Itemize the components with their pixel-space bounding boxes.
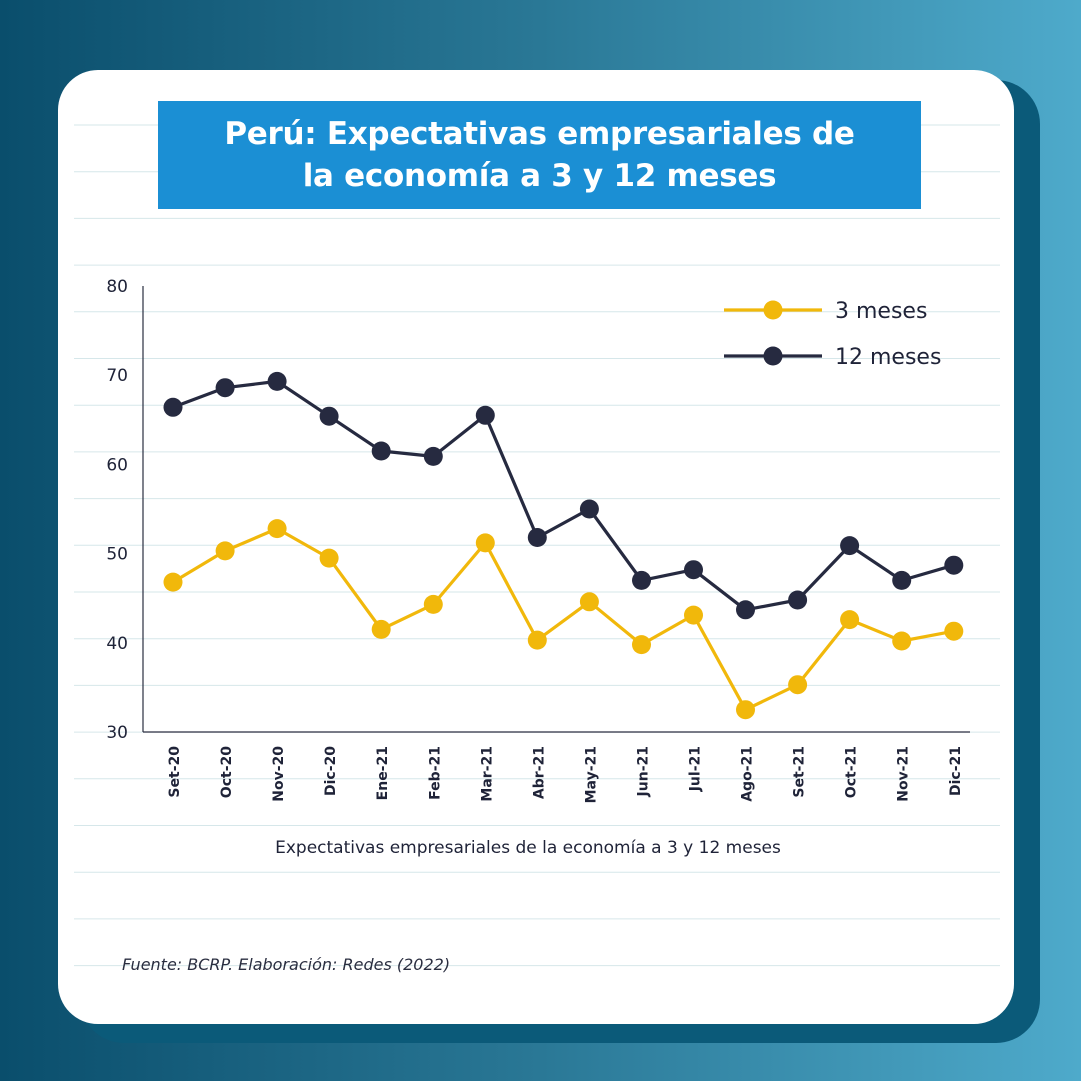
legend-marker xyxy=(763,300,783,320)
data-point xyxy=(840,536,860,556)
x-tick-label: May-21 xyxy=(583,746,599,803)
data-point xyxy=(475,533,495,553)
series-line xyxy=(172,379,955,612)
line-chart: 30 40 50 60 70 80 Set-20 Oct-20 Nov-20 Dic-20 Ene-… xyxy=(106,277,970,803)
data-point xyxy=(163,397,183,417)
data-point xyxy=(319,406,339,426)
x-tick-label: Set-20 xyxy=(167,746,183,798)
data-point xyxy=(892,570,912,590)
source-note: Fuente: BCRP. Elaboración: Redes (2022) xyxy=(122,955,451,974)
data-point xyxy=(371,619,391,639)
x-tick-label: Feb-21 xyxy=(427,746,443,800)
data-point xyxy=(788,675,808,695)
data-point xyxy=(319,548,339,568)
x-tick-label: Oct-21 xyxy=(844,746,860,798)
data-point xyxy=(527,528,547,547)
data-point xyxy=(736,600,755,620)
data-point xyxy=(215,541,235,561)
data-point xyxy=(840,610,860,630)
x-tick-label: Abr-21 xyxy=(531,746,547,799)
x-tick-label: Dic-20 xyxy=(323,746,339,796)
data-point xyxy=(736,700,755,720)
data-point xyxy=(475,405,495,425)
title-line-1: Perú: Expectativas empresariales de xyxy=(224,116,855,152)
data-point xyxy=(215,378,235,398)
x-tick-label: Set-21 xyxy=(792,746,808,798)
x-tick-label: Mar-21 xyxy=(479,746,495,802)
data-point xyxy=(684,560,703,580)
data-point xyxy=(944,555,964,575)
x-tick-label: Ene-21 xyxy=(375,746,391,800)
x-tick-label: Nov-21 xyxy=(896,746,912,802)
infographic-card: Perú: Expectativas empresariales de la e… xyxy=(58,70,1014,1024)
data-point xyxy=(267,519,287,539)
x-tick-label: Oct-20 xyxy=(219,746,235,798)
data-point xyxy=(632,635,651,655)
x-tick-label: Nov-20 xyxy=(271,746,287,802)
legend-label: 3 meses xyxy=(835,299,927,324)
y-tick-label: 80 xyxy=(106,277,128,297)
title-banner: Perú: Expectativas empresariales de la e… xyxy=(158,101,921,209)
data-point xyxy=(579,499,599,519)
x-tick-label: Dic-21 xyxy=(948,746,964,796)
data-point xyxy=(423,594,443,614)
data-point xyxy=(684,605,703,625)
y-tick-label: 60 xyxy=(106,455,128,475)
chart-subtitle: Expectativas empresariales de la economí… xyxy=(275,838,781,858)
y-tick-label: 70 xyxy=(106,366,128,386)
data-point xyxy=(527,630,547,650)
y-tick-label: 30 xyxy=(106,723,128,743)
data-point xyxy=(892,631,912,651)
title-line-2: la economía a 3 y 12 meses xyxy=(302,158,777,194)
legend-marker xyxy=(763,346,783,366)
y-tick-label: 40 xyxy=(106,634,128,654)
series-line xyxy=(172,527,955,712)
x-tick-label: Jul-21 xyxy=(688,746,704,792)
data-point xyxy=(371,441,391,461)
data-point xyxy=(944,621,964,641)
x-tick-label: Ago-21 xyxy=(740,746,756,802)
data-point xyxy=(267,371,287,391)
data-point xyxy=(423,446,443,466)
y-tick-label: 50 xyxy=(106,545,128,565)
data-point xyxy=(788,590,808,610)
chart-legend: 3 meses 12 meses xyxy=(724,299,941,370)
x-tick-label: Jun-21 xyxy=(635,746,651,797)
data-point xyxy=(163,572,183,592)
data-point xyxy=(579,592,599,612)
legend-label: 12 meses xyxy=(835,345,941,370)
data-point xyxy=(632,570,651,590)
